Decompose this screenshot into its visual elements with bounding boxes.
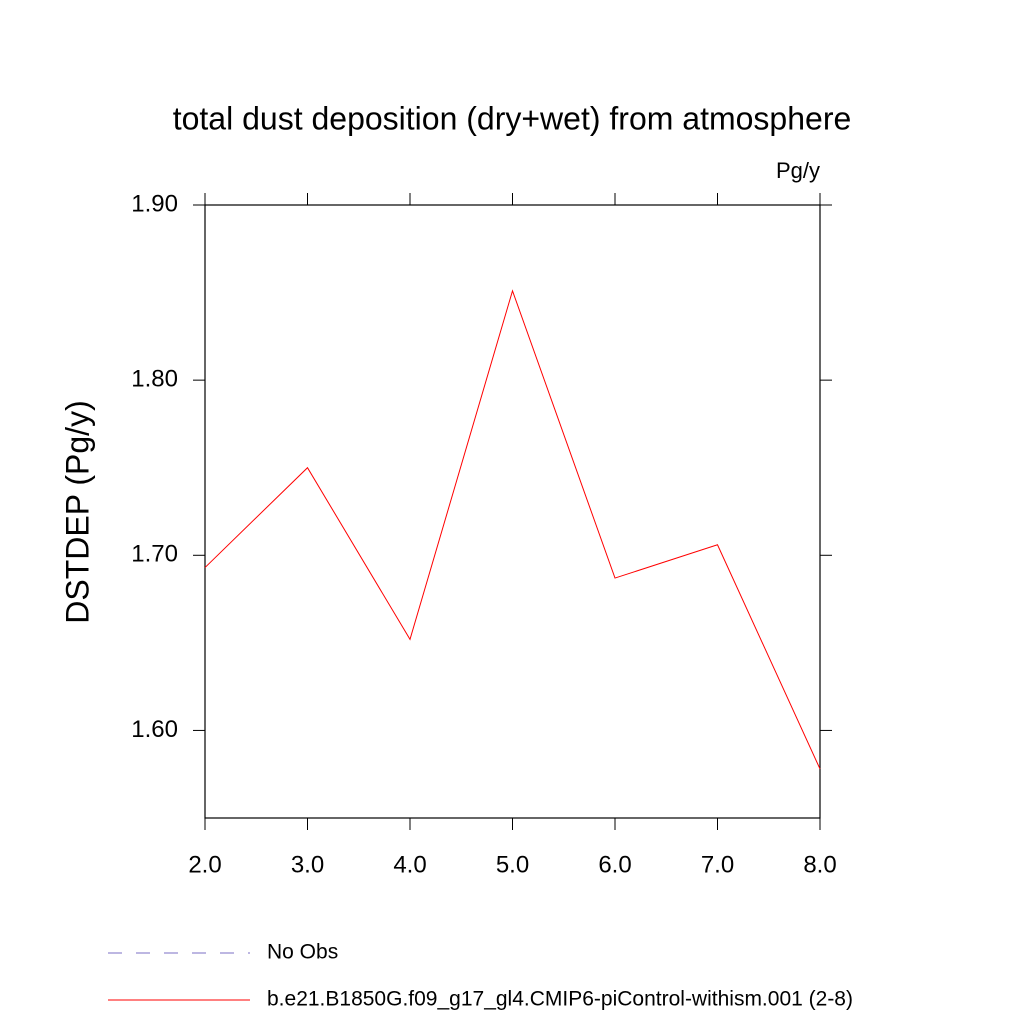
data-line	[204, 289, 821, 770]
x-tick-label: 8.0	[803, 851, 836, 878]
y-tick-label: 1.60	[131, 716, 178, 743]
x-tick-label: 5.0	[496, 851, 529, 878]
y-tick-label: 1.80	[131, 365, 178, 392]
units-label: Pg/y	[776, 158, 820, 183]
y-tick-label: 1.90	[131, 190, 178, 217]
x-tick-label: 7.0	[701, 851, 734, 878]
legend-label: No Obs	[267, 941, 338, 964]
y-tick-label: 1.70	[131, 541, 178, 568]
chart-title: total dust deposition (dry+wet) from atm…	[173, 100, 852, 136]
x-tick-label: 3.0	[291, 851, 324, 878]
x-tick-label: 6.0	[598, 851, 631, 878]
x-tick-label: 2.0	[188, 851, 221, 878]
x-tick-label: 4.0	[393, 851, 426, 878]
legend-label: b.e21.B1850G.f09_g17_gl4.CMIP6-piControl…	[267, 988, 853, 1011]
y-axis-label: DSTDEP (Pg/y)	[59, 400, 95, 623]
plot-frame	[204, 204, 821, 819]
